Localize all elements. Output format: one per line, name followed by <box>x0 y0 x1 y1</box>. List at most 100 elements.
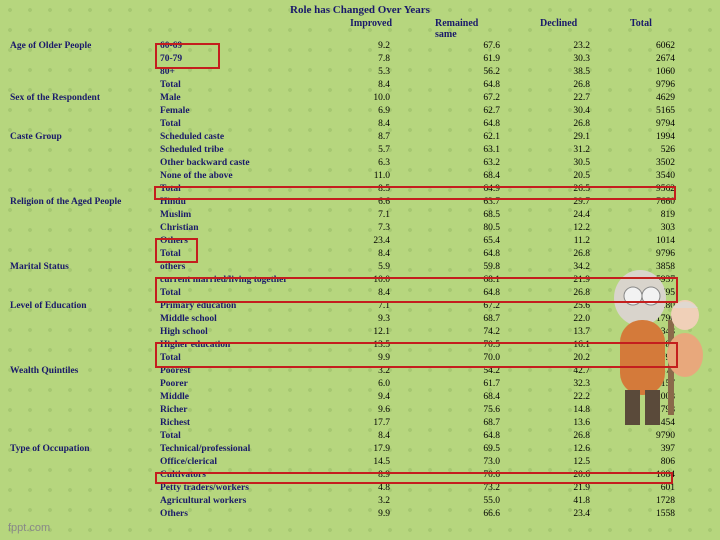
value-cell: 3.2 <box>310 365 410 378</box>
category-cell <box>10 157 160 170</box>
value-cell: 601 <box>610 482 690 495</box>
category-cell: Type of Occupation <box>10 443 160 456</box>
value-cell: 2157 <box>610 378 690 391</box>
table-row: Muslim7.168.524.4819 <box>10 209 710 222</box>
table-body: Age of Older People60-699.267.623.260627… <box>10 40 710 521</box>
subcategory-cell: Total <box>160 118 310 131</box>
value-cell: 30.3 <box>520 53 610 66</box>
category-cell <box>10 430 160 443</box>
value-cell: 14.8 <box>520 404 610 417</box>
value-cell: 23.2 <box>520 40 610 53</box>
value-cell: 68.4 <box>410 391 520 404</box>
value-cell: 10.0 <box>310 92 410 105</box>
value-cell: 9.9 <box>310 352 410 365</box>
value-cell: 7660 <box>610 196 690 209</box>
table-row: Middle9.468.422.22008 <box>10 391 710 404</box>
value-cell: 64.8 <box>410 430 520 443</box>
subcategory-cell: Total <box>160 183 310 196</box>
value-cell: 4629 <box>610 92 690 105</box>
value-cell: 68.7 <box>410 313 520 326</box>
category-cell <box>10 287 160 300</box>
value-cell: 8.4 <box>310 287 410 300</box>
category-cell: Sex of the Respondent <box>10 92 160 105</box>
value-cell: 61.7 <box>410 378 520 391</box>
subcategory-cell: Others <box>160 235 310 248</box>
value-cell: 8.4 <box>310 118 410 131</box>
value-cell: 54.2 <box>410 365 520 378</box>
category-cell <box>10 118 160 131</box>
value-cell: 68.5 <box>410 209 520 222</box>
subcategory-cell: Male <box>160 92 310 105</box>
value-cell: 13.6 <box>520 417 610 430</box>
value-cell: 66.6 <box>410 508 520 521</box>
value-cell: 29.1 <box>520 131 610 144</box>
table-row: 70-797.861.930.32674 <box>10 53 710 66</box>
value-cell: 64.9 <box>410 183 520 196</box>
value-cell: 41.8 <box>520 495 610 508</box>
subcategory-cell: None of the above <box>160 170 310 183</box>
col-declined: Declined <box>520 18 610 40</box>
value-cell: 1798 <box>610 404 690 417</box>
table-row: High school12.174.213.71343 <box>10 326 710 339</box>
value-cell: 3502 <box>610 157 690 170</box>
value-cell: 8.4 <box>310 430 410 443</box>
value-cell: 5.3 <box>310 66 410 79</box>
value-cell: 1343 <box>610 326 690 339</box>
col-total: Total <box>610 18 690 40</box>
table-row: Others23.465.411.21014 <box>10 235 710 248</box>
table-container: Role has Changed Over Years Improved Rem… <box>0 0 720 525</box>
value-cell: 16.1 <box>520 339 610 352</box>
category-cell <box>10 495 160 508</box>
category-cell <box>10 352 160 365</box>
value-cell: 70.0 <box>410 352 520 365</box>
subcategory-cell: Poorer <box>160 378 310 391</box>
subcategory-cell: Middle <box>160 391 310 404</box>
value-cell: 64.8 <box>410 118 520 131</box>
value-cell: 3540 <box>610 170 690 183</box>
value-cell: 68.7 <box>410 417 520 430</box>
value-cell: 12.2 <box>520 222 610 235</box>
category-cell <box>10 417 160 430</box>
value-cell: 13.7 <box>520 326 610 339</box>
subcategory-cell: Primary education <box>160 300 310 313</box>
value-cell: 9.9 <box>310 508 410 521</box>
category-cell <box>10 170 160 183</box>
table-row: Office/clerical14.573.012.5806 <box>10 456 710 469</box>
value-cell: 1280 <box>610 300 690 313</box>
value-cell: 74.2 <box>410 326 520 339</box>
subcategory-cell: Petty traders/workers <box>160 482 310 495</box>
value-cell: 5165 <box>610 105 690 118</box>
table-row: Caste GroupScheduled caste8.762.129.1199… <box>10 131 710 144</box>
value-cell: 26.8 <box>520 430 610 443</box>
subcategory-cell: Office/clerical <box>160 456 310 469</box>
subcategory-cell: Other backward caste <box>160 157 310 170</box>
value-cell: 9.4 <box>310 391 410 404</box>
value-cell: 819 <box>610 209 690 222</box>
value-cell: 29.7 <box>520 196 610 209</box>
value-cell: 25.6 <box>520 300 610 313</box>
value-cell: 806 <box>610 456 690 469</box>
value-cell: 17.7 <box>310 417 410 430</box>
subcategory-cell: Christian <box>160 222 310 235</box>
value-cell: 55.0 <box>410 495 520 508</box>
category-cell <box>10 456 160 469</box>
value-cell: 70.5 <box>410 339 520 352</box>
value-cell: 30.5 <box>520 157 610 170</box>
value-cell: 6.6 <box>310 196 410 209</box>
table-row: Richer9.675.614.81798 <box>10 404 710 417</box>
subcategory-cell: Cultivators <box>160 469 310 482</box>
value-cell: 34.2 <box>520 261 610 274</box>
value-cell: 68.1 <box>410 274 520 287</box>
value-cell: 2674 <box>610 53 690 66</box>
value-cell: 7.1 <box>310 300 410 313</box>
value-cell: 26.8 <box>520 118 610 131</box>
value-cell: 65.4 <box>410 235 520 248</box>
value-cell: 9796 <box>610 79 690 92</box>
table-row: None of the above11.068.420.53540 <box>10 170 710 183</box>
table-row: Total9.970.020.24799 <box>10 352 710 365</box>
value-cell: 3.2 <box>310 495 410 508</box>
value-cell: 303 <box>610 222 690 235</box>
value-cell: 4.8 <box>310 482 410 495</box>
table-row: Total8.464.826.89795 <box>10 287 710 300</box>
category-cell <box>10 53 160 66</box>
